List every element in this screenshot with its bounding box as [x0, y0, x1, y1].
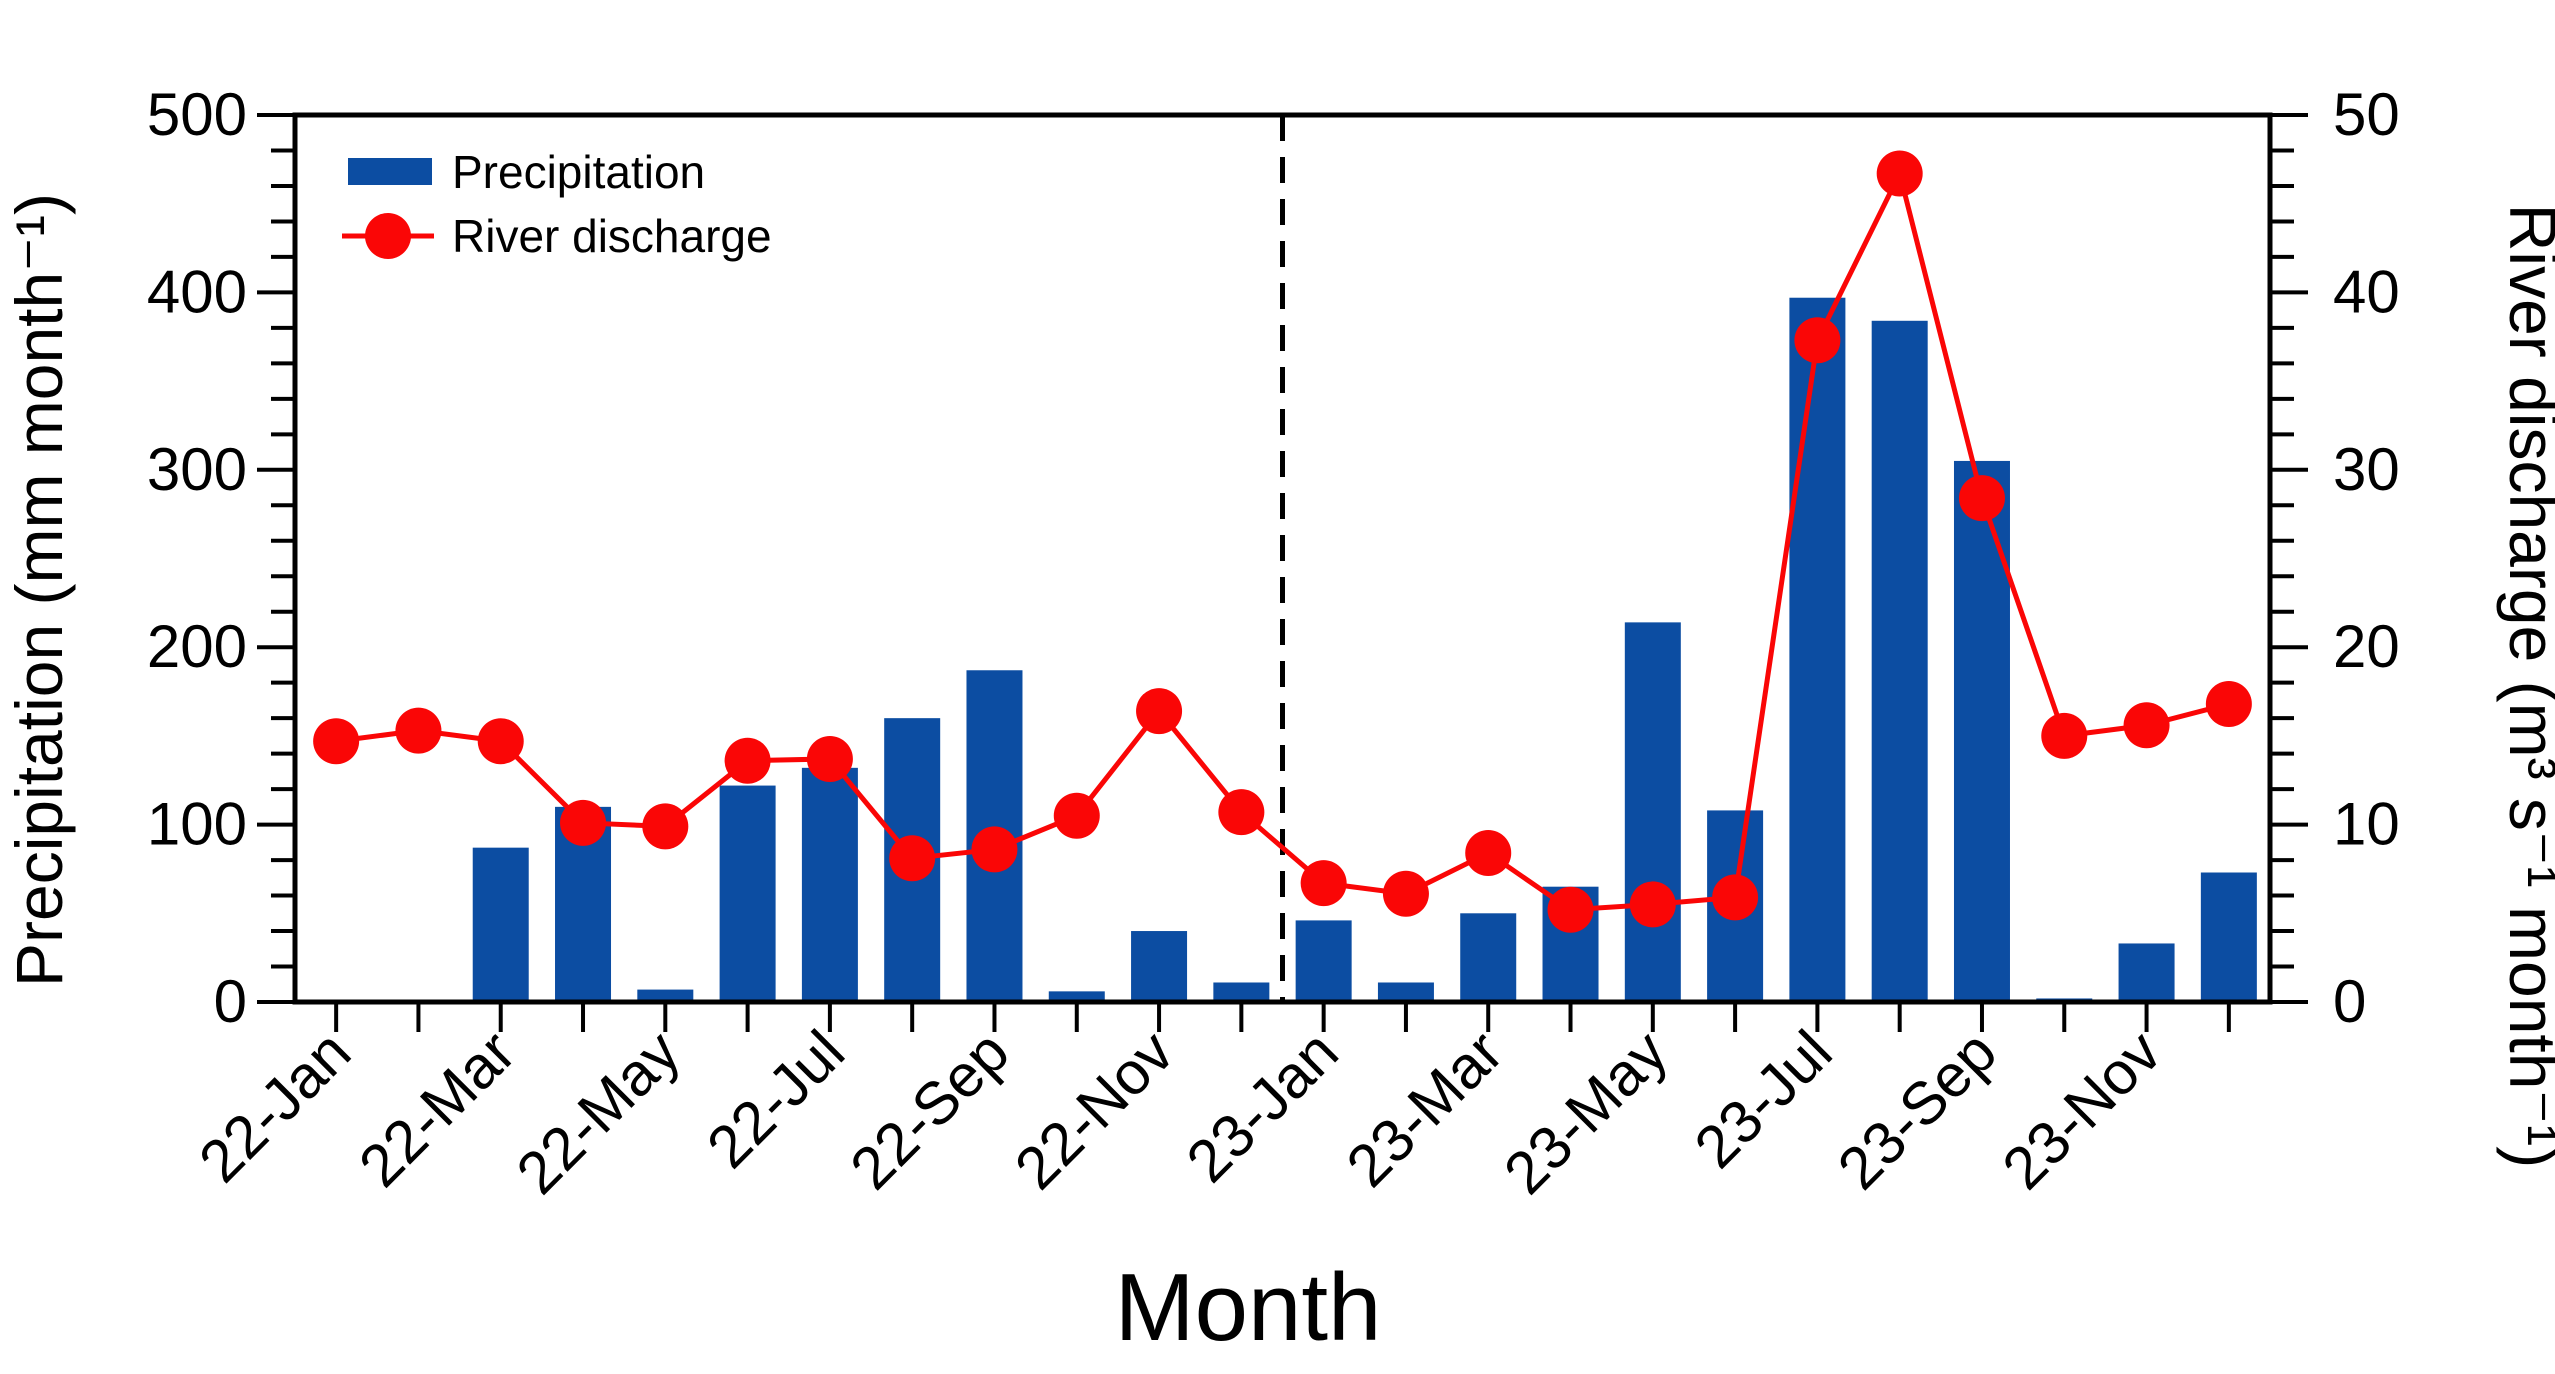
y-tick-label-left: 400 [147, 258, 247, 325]
legend-precipitation-swatch [348, 158, 432, 185]
discharge-marker-22-Mar [477, 718, 524, 765]
discharge-marker-22-Dec [1218, 789, 1265, 836]
y-tick-label-left: 0 [214, 968, 247, 1035]
y-tick-label-right: 10 [2333, 791, 2400, 858]
discharge-marker-22-Feb [395, 707, 442, 754]
x-tick-label-23-Jul: 23-Jul [1682, 1018, 1845, 1181]
y-tick-label-right: 0 [2333, 968, 2366, 1035]
precip-bar-23-Feb [1377, 982, 1434, 1002]
x-tick-label-22-Sep: 22-Sep [837, 1018, 1021, 1202]
discharge-marker-22-Apr [560, 799, 607, 846]
legend-discharge-label: River discharge [452, 210, 772, 262]
discharge-marker-22-Nov [1136, 688, 1183, 735]
y-tick-label-right: 20 [2333, 613, 2400, 680]
x-tick-label-23-Mar: 23-Mar [1334, 1018, 1516, 1200]
precip-bar-22-Mar [472, 847, 529, 1002]
discharge-marker-23-Aug [1876, 150, 1923, 197]
x-tick-label-22-Nov: 22-Nov [1002, 1018, 1186, 1202]
precip-bar-22-Oct [1048, 991, 1105, 1002]
discharge-marker-23-Jun [1712, 874, 1759, 921]
precip-bar-23-Aug [1871, 320, 1928, 1002]
y-axis-title-right: River discharge (m³ s⁻¹ month⁻¹) [2496, 204, 2555, 1169]
precip-bar-23-Jan [1295, 920, 1352, 1002]
precip-bar-22-Dec [1213, 982, 1270, 1002]
y-axis-title-left: Precipitation (mm month⁻¹) [2, 193, 76, 987]
x-tick-label-22-Mar: 22-Mar [346, 1018, 528, 1200]
precip-bar-22-Jun [719, 785, 776, 1002]
discharge-marker-23-Nov [2123, 702, 2170, 749]
precip-bar-23-Sep [1953, 460, 2010, 1002]
discharge-marker-23-May [1629, 881, 1676, 928]
y-tick-label-left: 100 [147, 791, 247, 858]
x-tick-label-23-Nov: 23-Nov [1990, 1018, 2174, 1202]
discharge-marker-23-Mar [1465, 829, 1512, 876]
y-tick-label-left: 500 [147, 81, 247, 148]
discharge-marker-22-May [642, 803, 689, 850]
precip-bar-22-May [637, 989, 694, 1002]
discharge-marker-23-Feb [1382, 870, 1429, 917]
x-tick-label-23-May: 23-May [1491, 1018, 1680, 1207]
legend-precipitation-label: Precipitation [452, 146, 705, 198]
discharge-marker-22-Jan [313, 718, 360, 765]
precip-bar-23-Mar [1460, 913, 1517, 1002]
x-tick-label-22-Jan: 22-Jan [186, 1018, 363, 1195]
precip-bar-23-May [1624, 622, 1681, 1002]
legend-discharge-marker-icon [365, 213, 411, 259]
discharge-marker-22-Aug [889, 835, 936, 882]
discharge-marker-23-Sep [1958, 475, 2005, 522]
y-tick-label-right: 50 [2333, 81, 2400, 148]
y-tick-label-right: 40 [2333, 258, 2400, 325]
x-tick-label-22-May: 22-May [504, 1018, 693, 1207]
precip-bar-23-Jul [1789, 297, 1846, 1002]
discharge-marker-22-Jul [806, 735, 853, 782]
discharge-marker-22-Jun [724, 737, 771, 784]
y-tick-label-left: 200 [147, 613, 247, 680]
discharge-marker-23-Jul [1794, 317, 1841, 364]
y-tick-label-right: 30 [2333, 436, 2400, 503]
discharge-marker-23-Apr [1547, 886, 1594, 933]
precip-bar-22-Jul [801, 767, 858, 1002]
precip-bar-22-Nov [1131, 931, 1188, 1002]
x-axis-title: Month [1115, 1254, 1382, 1361]
precip-bar-23-Dec [2200, 872, 2257, 1002]
y-tick-label-left: 300 [147, 436, 247, 503]
x-tick-label-23-Jan: 23-Jan [1174, 1018, 1351, 1195]
x-tick-label-23-Sep: 23-Sep [1825, 1018, 2009, 1202]
discharge-marker-23-Jan [1300, 860, 1347, 907]
discharge-marker-23-Oct [2041, 712, 2088, 759]
legend: Precipitation River discharge [342, 146, 772, 262]
discharge-marker-22-Oct [1053, 792, 1100, 839]
x-tick-label-22-Jul: 22-Jul [694, 1018, 857, 1181]
plot-frame [292, 112, 2273, 1005]
discharge-marker-22-Sep [971, 826, 1018, 873]
discharge-marker-23-Dec [2205, 680, 2252, 727]
precip-bar-23-Nov [2118, 943, 2175, 1002]
